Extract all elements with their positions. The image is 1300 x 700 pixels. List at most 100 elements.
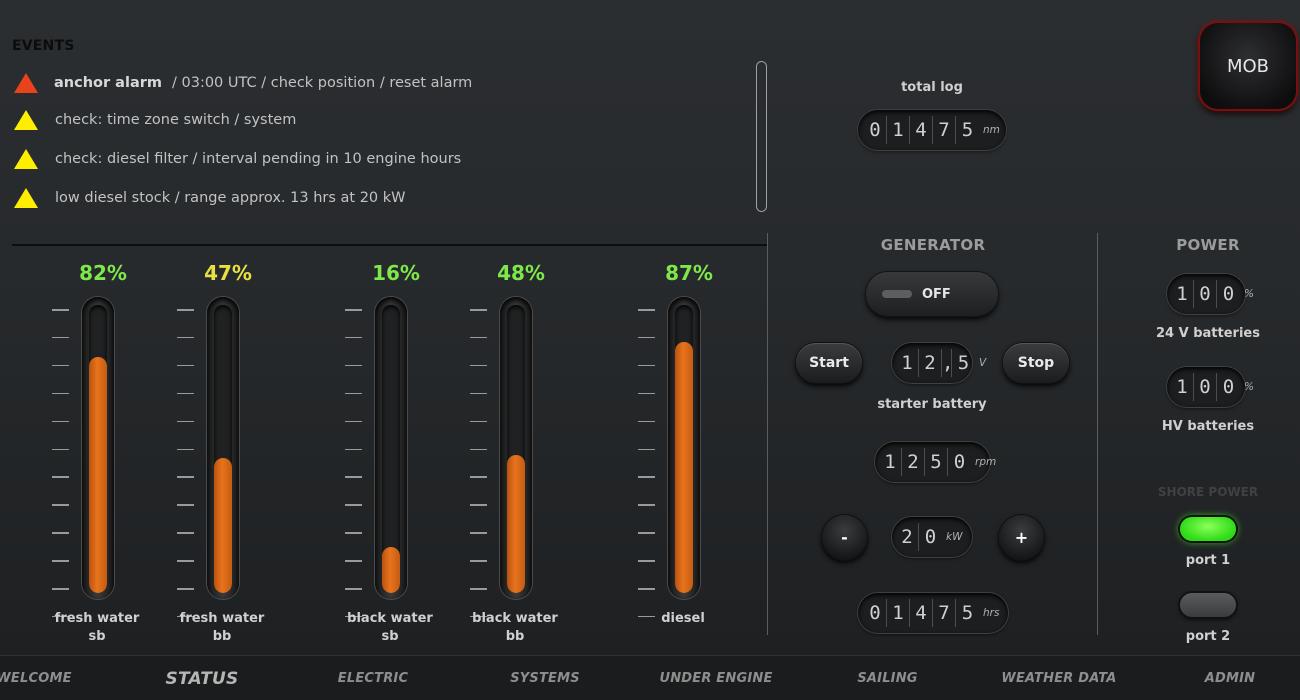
tank-label-line1: fresh water xyxy=(179,611,265,626)
warning-triangle-icon xyxy=(14,110,38,130)
tank-percent: 47% xyxy=(204,261,252,285)
batt24-unit: % xyxy=(1244,288,1254,300)
event-text: check: diesel filter / interval pending … xyxy=(55,151,462,167)
scale-tick xyxy=(177,309,194,311)
digit: 7 xyxy=(933,599,956,627)
scale-tick xyxy=(52,476,69,478)
digit: 5 xyxy=(961,602,974,624)
event-item[interactable]: check: diesel filter / interval pending … xyxy=(14,147,461,171)
nav-tab-status[interactable]: STATUS xyxy=(165,668,239,689)
scale-tick xyxy=(638,560,655,562)
event-text: low diesel stock / range approx. 13 hrs … xyxy=(55,190,406,206)
tank-level-tube xyxy=(207,297,239,599)
tank-level-fill xyxy=(89,356,107,593)
event-item[interactable]: low diesel stock / range approx. 13 hrs … xyxy=(14,186,406,210)
tank-level-track xyxy=(382,305,400,593)
tank-label-line1: diesel xyxy=(661,611,705,626)
generator-stop-button[interactable]: Stop xyxy=(1003,343,1069,383)
tank-label-line1: fresh water xyxy=(54,611,140,626)
tank-level-track xyxy=(89,305,107,593)
digit: 0 xyxy=(953,451,966,473)
tank-label: fresh water bb xyxy=(167,610,277,646)
scale-tick xyxy=(177,420,194,423)
digit: 0 xyxy=(864,116,887,144)
scale-tick xyxy=(52,588,69,590)
scale-tick xyxy=(177,476,194,478)
events-title: EVENTS xyxy=(12,38,75,54)
tank-percent: 48% xyxy=(497,261,545,285)
port1-indicator[interactable] xyxy=(1180,517,1236,541)
scale-tick xyxy=(638,309,655,311)
events-divider xyxy=(12,244,767,246)
scale-tick xyxy=(345,476,362,478)
scale-tick xyxy=(470,392,487,395)
scale-tick xyxy=(638,420,655,423)
tank-level-fill xyxy=(214,457,232,593)
nav-tab-admin[interactable]: ADMIN xyxy=(1204,671,1256,686)
generator-toggle[interactable]: OFF xyxy=(866,272,998,316)
nav-tab-systems[interactable]: SYSTEMS xyxy=(510,671,580,686)
scale-tick xyxy=(345,448,362,450)
scale-tick xyxy=(638,448,655,450)
events-scrollbar[interactable] xyxy=(756,61,767,212)
tank-percent: 82% xyxy=(79,261,127,285)
nav-tab-sailing[interactable]: SAILING xyxy=(857,671,918,686)
scale-tick xyxy=(177,392,194,395)
nav-tab-electric[interactable]: ELECTRIC xyxy=(337,671,409,686)
tank-level-fill xyxy=(675,342,693,593)
generator-start-button[interactable]: Start xyxy=(796,343,862,383)
scale-tick xyxy=(345,309,362,311)
starter-battery-label: starter battery xyxy=(877,397,987,412)
power-increase-button[interactable]: + xyxy=(999,515,1044,560)
event-text: check: time zone switch / system xyxy=(55,112,297,128)
digit: 1 xyxy=(1171,373,1194,401)
shore-power-title: SHORE POWER xyxy=(1157,485,1259,499)
tank-level-tube xyxy=(500,297,532,599)
batt24-label: 24 V batteries xyxy=(1156,326,1260,341)
scale-tick xyxy=(345,364,362,367)
scale-tick xyxy=(638,504,655,506)
scale-tick xyxy=(345,504,362,506)
tank-percent: 16% xyxy=(372,261,420,285)
power-decrease-button[interactable]: - xyxy=(822,515,867,560)
scale-tick xyxy=(638,532,655,534)
scale-tick xyxy=(345,615,362,618)
event-title: anchor alarm xyxy=(54,75,162,91)
tank-percent: 87% xyxy=(665,261,713,285)
nav-tab-weather-data[interactable]: WEATHER DATA xyxy=(1001,671,1117,686)
event-item-anchor-alarm[interactable]: anchor alarm / 03:00 UTC / check positio… xyxy=(14,71,472,95)
hours-unit: hrs xyxy=(983,607,1000,619)
power-unit: kW xyxy=(946,531,963,543)
toggle-knob xyxy=(882,290,912,298)
tank-label: black water bb xyxy=(460,610,570,646)
port2-indicator[interactable] xyxy=(1180,593,1236,617)
scale-tick xyxy=(52,336,69,339)
warning-triangle-icon xyxy=(14,149,38,169)
mob-button[interactable]: MOB xyxy=(1200,23,1296,109)
total-log-unit: nm xyxy=(983,124,1000,136)
scale-tick xyxy=(345,392,362,395)
section-divider xyxy=(1097,233,1098,635)
nav-tab-under-engine[interactable]: UNDER ENGINE xyxy=(659,671,773,686)
digit: 1 xyxy=(887,116,910,144)
scale-tick xyxy=(638,336,655,339)
nav-tab-welcome[interactable]: WELCOME xyxy=(0,671,72,686)
tank-level-fill xyxy=(507,454,525,593)
scale-tick xyxy=(52,420,69,423)
scale-tick xyxy=(52,615,69,618)
tank-label-line2: sb xyxy=(381,629,399,644)
digit: 5 xyxy=(961,119,974,141)
scale-tick xyxy=(470,532,487,534)
digit: 2 xyxy=(896,523,919,551)
scale-tick xyxy=(470,476,487,478)
event-item[interactable]: check: time zone switch / system xyxy=(14,108,296,132)
tank-level-tube xyxy=(82,297,114,599)
digit: 1 xyxy=(887,599,910,627)
